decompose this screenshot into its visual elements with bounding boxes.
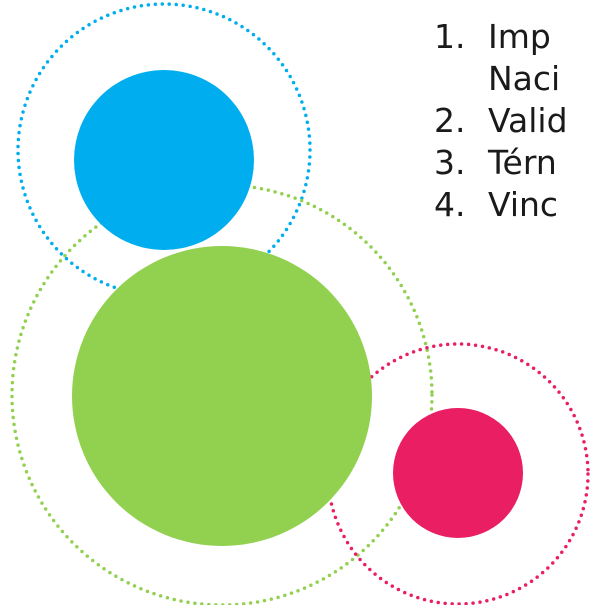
list-item: 4. Vinc: [434, 184, 568, 226]
list-item-text: Vinc: [488, 185, 559, 224]
list-item: 2. Valid: [434, 100, 568, 142]
list-item-number: 2.: [434, 101, 466, 140]
pink-dotted-ring: [326, 342, 590, 605]
blue-circle: [74, 70, 254, 250]
numbered-list: 1. Imp Naci 2. Valid 3. Térn 4. Vinc: [434, 16, 568, 226]
list-item-number: 4.: [434, 185, 466, 224]
list-item: 1. Imp Naci: [434, 16, 568, 100]
list-item-number: 3.: [434, 143, 466, 182]
list-item-text: Valid: [488, 101, 568, 140]
pink-circle: [393, 408, 523, 538]
green-dotted-ring: [10, 183, 434, 605]
green-circle: [72, 246, 372, 546]
list-item-number: 1.: [434, 17, 466, 56]
list-item-text: Térn: [488, 143, 557, 182]
list-item-text: Imp Naci: [488, 17, 561, 98]
list-item: 3. Térn: [434, 142, 568, 184]
